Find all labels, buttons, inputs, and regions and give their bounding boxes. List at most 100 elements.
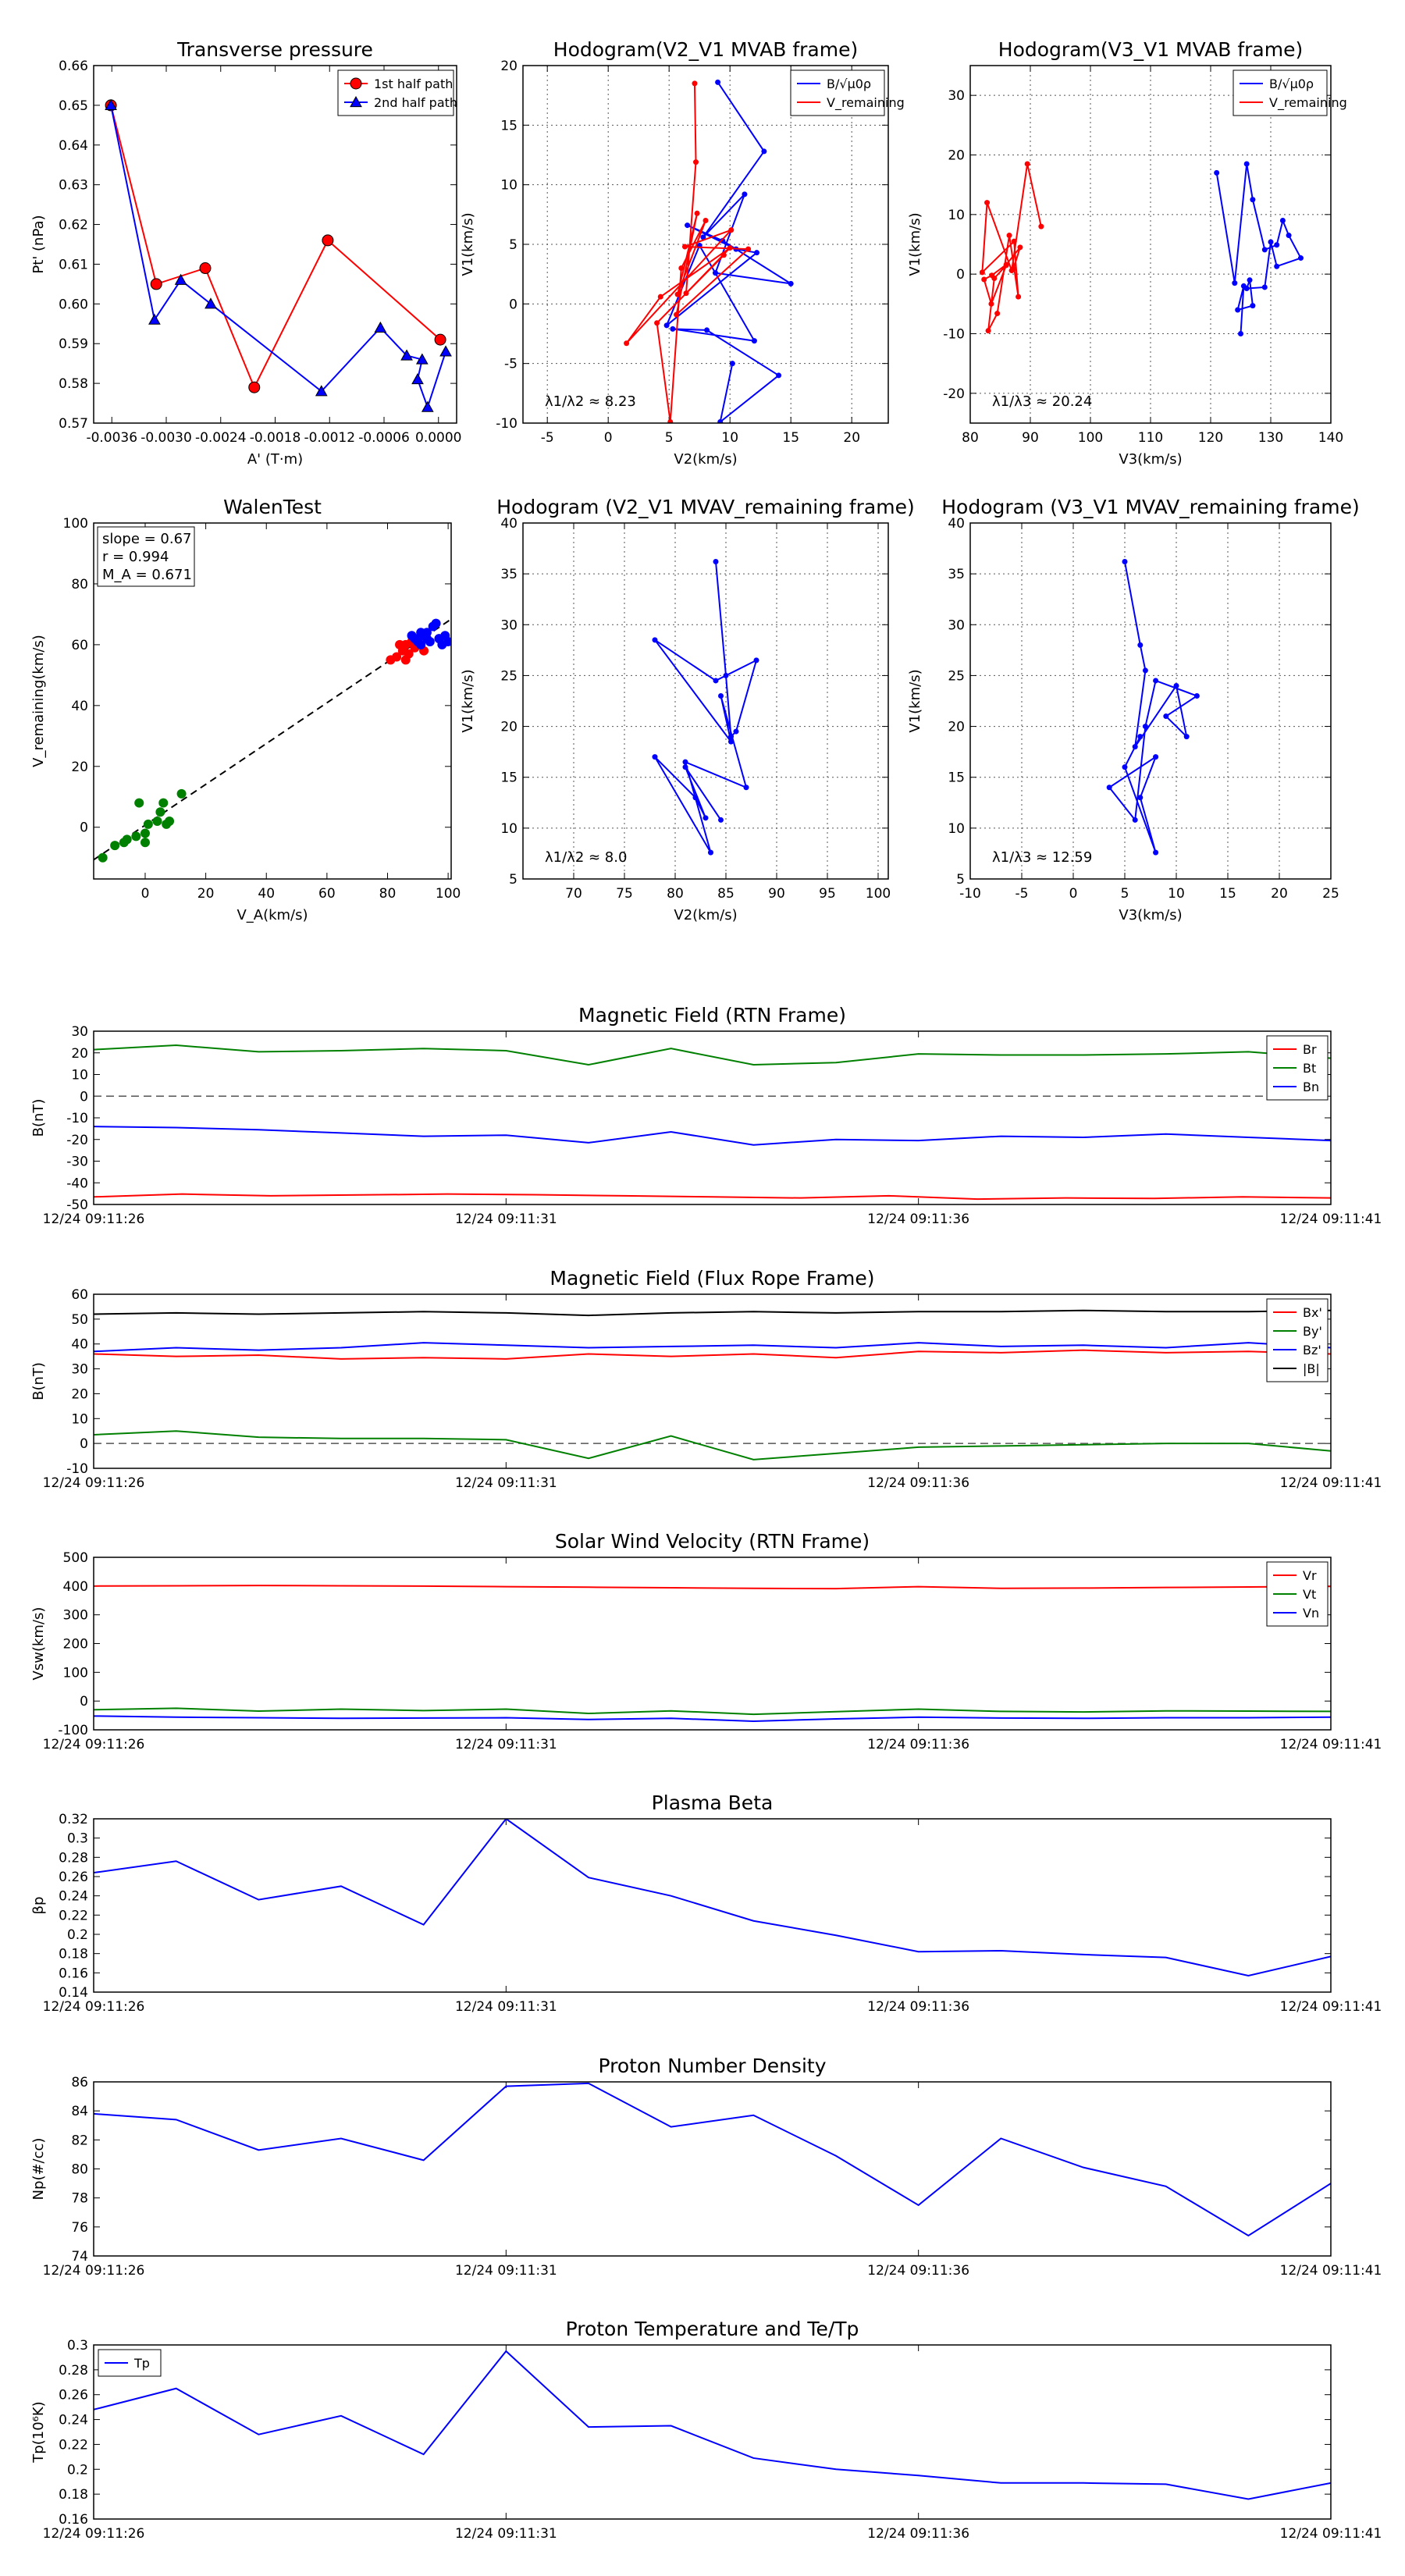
- data-point: [1298, 255, 1304, 262]
- y-tick-label: -50: [66, 1197, 88, 1213]
- x-tick-label: 95: [819, 886, 836, 902]
- data-point: [1038, 223, 1044, 229]
- y-tick-label: 0.22: [59, 2437, 88, 2453]
- time-tick-label: 12/24 09:11:31: [455, 1737, 557, 1752]
- plot-frame: [93, 1557, 1332, 1731]
- data-point: [1232, 280, 1238, 286]
- data-point: [693, 159, 699, 165]
- eigen-ratio-annotation: λ1/λ2 ≈ 8.0: [545, 849, 627, 866]
- data-point: [105, 98, 117, 110]
- y-tick-label: 40: [71, 699, 88, 714]
- chart-ts3: Solar Wind Velocity (RTN Frame) -100 0 100 2…: [30, 1530, 1382, 1752]
- data-point: [1240, 283, 1247, 289]
- data-point: [1122, 764, 1128, 770]
- data-point: [1250, 303, 1256, 309]
- y-tick-label: 15: [500, 118, 518, 133]
- x-tick-label: -0.0018: [250, 430, 301, 446]
- data-point: [400, 639, 411, 649]
- data-point: [205, 297, 217, 309]
- series-line: [94, 1715, 1331, 1722]
- legend-label: V_remaining: [1269, 95, 1347, 111]
- data-point: [683, 290, 689, 297]
- data-point: [131, 831, 141, 841]
- time-tick-label: 12/24 09:11:31: [455, 1475, 557, 1491]
- data-point: [989, 272, 995, 279]
- time-tick-label: 12/24 09:11:36: [867, 1212, 969, 1227]
- data-point: [667, 418, 674, 423]
- data-point: [685, 222, 691, 229]
- data-point: [1142, 667, 1148, 674]
- y-tick-label: 15: [948, 770, 965, 786]
- series-line: [110, 105, 441, 390]
- plot-frame: [93, 65, 457, 424]
- x-tick-label: 5: [665, 430, 674, 446]
- x-tick-label: 120: [1198, 430, 1223, 446]
- data-point: [439, 345, 452, 357]
- legend-label: Br: [1303, 1042, 1317, 1057]
- y-tick-label: 100: [63, 516, 88, 532]
- y-axis-label: V1(km/s): [460, 212, 476, 276]
- legend-label: |B|: [1303, 1361, 1320, 1376]
- x-tick-label: 0: [1069, 886, 1078, 902]
- data-point: [728, 734, 734, 740]
- data-point: [1279, 217, 1286, 223]
- data-point: [1017, 244, 1023, 251]
- data-point: [411, 372, 424, 385]
- y-tick-label: 100: [63, 1665, 88, 1681]
- y-axis-label: B(nT): [30, 1362, 47, 1400]
- data-point: [150, 278, 162, 290]
- chart-title: Proton Number Density: [599, 2055, 827, 2077]
- data-point: [988, 301, 994, 307]
- time-tick-label: 12/24 09:11:41: [1280, 1999, 1382, 2015]
- chart-title: Magnetic Field (RTN Frame): [578, 1004, 846, 1026]
- x-tick-label: 0.0000: [415, 430, 461, 446]
- y-tick-label: 0: [80, 1436, 88, 1452]
- y-tick-label: 0.66: [59, 59, 88, 74]
- x-axis-label: A' (T·m): [247, 451, 303, 468]
- time-tick-label: 12/24 09:11:26: [43, 1475, 145, 1491]
- data-point: [702, 815, 709, 821]
- series-line: [110, 105, 447, 410]
- data-point: [718, 817, 724, 823]
- x-tick-label: 75: [616, 886, 633, 902]
- series-line: [981, 163, 1042, 332]
- data-point: [1268, 239, 1274, 245]
- data-point: [624, 340, 630, 347]
- y-tick-label: 0.58: [59, 376, 88, 392]
- data-point: [1142, 724, 1148, 730]
- y-tick-label: 35: [948, 567, 965, 582]
- time-tick-label: 12/24 09:11:41: [1280, 1212, 1382, 1227]
- legend-label: Vt: [1303, 1587, 1316, 1602]
- eigen-ratio-annotation: λ1/λ2 ≈ 8.23: [545, 393, 636, 410]
- y-tick-label: 0.2: [67, 1927, 88, 1943]
- y-tick-label: 0: [80, 1089, 88, 1105]
- series-line: [94, 1342, 1331, 1353]
- y-axis-label: V1(km/s): [907, 212, 923, 276]
- x-axis-label: V3(km/s): [1119, 451, 1182, 468]
- plot-frame: [93, 2081, 1332, 2257]
- y-axis-label: V_remaining(km/s): [30, 635, 47, 767]
- y-tick-label: 0.57: [59, 416, 88, 432]
- time-tick-label: 12/24 09:11:31: [455, 2526, 557, 2542]
- data-point: [1137, 795, 1144, 801]
- data-point: [657, 294, 663, 300]
- y-tick-label: 0.60: [59, 297, 88, 312]
- time-tick-label: 12/24 09:11:41: [1280, 2263, 1382, 2279]
- x-axis-label: V_A(km/s): [237, 907, 308, 923]
- x-tick-label: -10: [959, 886, 981, 902]
- x-tick-label: 100: [436, 886, 461, 902]
- y-tick-label: 78: [71, 2191, 88, 2207]
- x-tick-label: -0.0012: [304, 430, 355, 446]
- legend-label: Vr: [1303, 1568, 1317, 1583]
- data-point: [700, 234, 706, 240]
- x-tick-label: 70: [565, 886, 582, 902]
- y-tick-label: 20: [948, 720, 965, 735]
- y-tick-label: 40: [948, 516, 965, 532]
- data-point: [110, 841, 120, 851]
- data-point: [1011, 238, 1017, 244]
- x-tick-label: 130: [1258, 430, 1283, 446]
- data-point: [984, 200, 991, 206]
- data-point: [400, 349, 413, 361]
- chart-h3: Hodogram (V2_V1 MVAV_remaining frame) 5 10…: [460, 496, 915, 923]
- y-tick-label: 0.16: [59, 1966, 88, 1981]
